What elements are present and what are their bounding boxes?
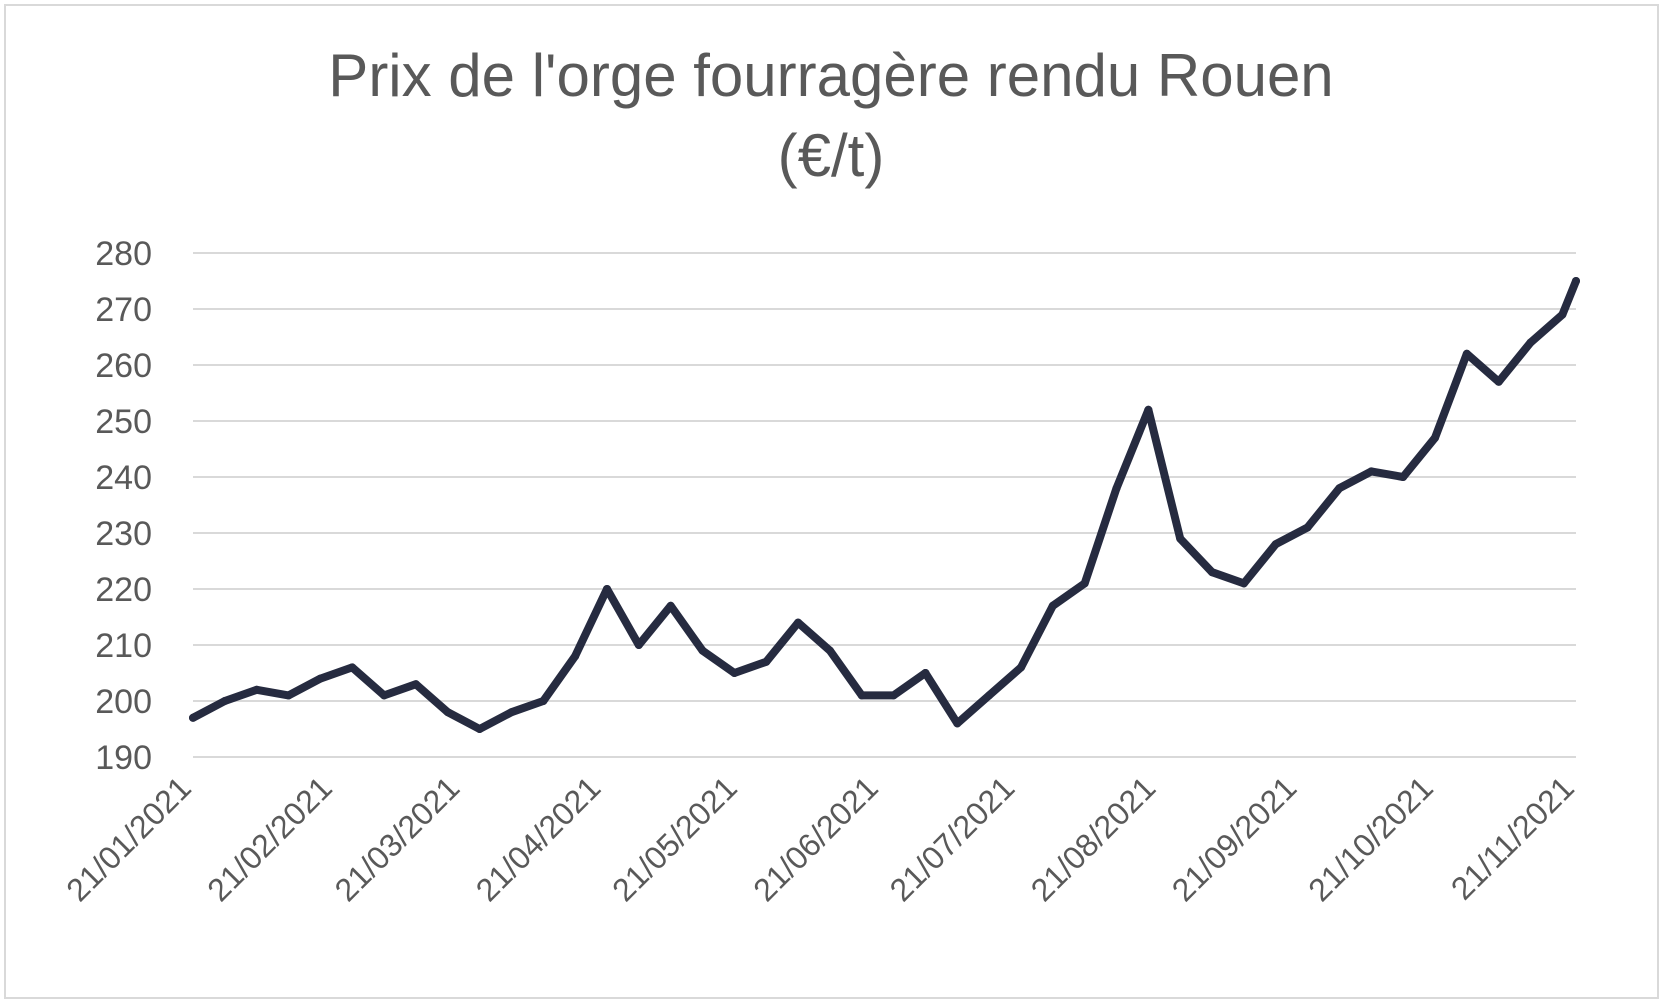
data-point [348, 663, 357, 672]
data-point [1430, 433, 1439, 442]
data-point [825, 646, 834, 655]
y-tick-label: 280 [95, 235, 152, 273]
data-point [1526, 338, 1535, 347]
chart-title-line-2: (€/t) [778, 122, 885, 189]
data-point [380, 691, 389, 700]
data-point [189, 713, 197, 722]
data-point [1271, 540, 1280, 549]
data-point [1144, 405, 1153, 414]
y-tick-label: 200 [95, 683, 152, 721]
data-point [857, 691, 866, 700]
data-point [1367, 467, 1376, 476]
data-point [634, 641, 643, 649]
data-point [762, 657, 771, 666]
data-point [1016, 663, 1025, 672]
data-point [1572, 277, 1580, 285]
data-point [1335, 484, 1344, 493]
data-point [921, 669, 930, 677]
data-point [666, 601, 675, 610]
data-point [1239, 579, 1248, 588]
data-point [953, 719, 962, 728]
data-point [1494, 377, 1503, 386]
data-point [571, 652, 580, 661]
chart-title-line-1: Prix de l'orge fourragère rendu Rouen [328, 42, 1333, 109]
data-point [730, 669, 739, 677]
data-point [316, 674, 325, 683]
data-point [252, 685, 261, 694]
data-point [1462, 349, 1471, 358]
y-tick-label: 210 [95, 627, 152, 665]
data-point [1303, 523, 1312, 532]
data-point [443, 708, 452, 717]
data-point [284, 691, 293, 700]
data-point [1399, 473, 1408, 481]
data-point [475, 725, 484, 733]
data-point [220, 697, 229, 705]
y-tick-label: 220 [95, 571, 152, 609]
data-point [794, 618, 803, 627]
data-point [539, 697, 548, 705]
data-point [1048, 601, 1057, 610]
data-point [985, 691, 994, 700]
data-point [1080, 579, 1089, 588]
data-point [1558, 310, 1567, 319]
data-point [507, 708, 516, 717]
y-tick-label: 190 [95, 739, 152, 777]
y-tick-label: 260 [95, 347, 152, 385]
y-tick-label: 250 [95, 403, 152, 441]
y-tick-label: 240 [95, 459, 152, 497]
series-group [189, 277, 1580, 733]
data-point [411, 680, 420, 689]
grid-lines [193, 252, 1576, 758]
data-point [1208, 568, 1217, 577]
data-point [889, 691, 898, 700]
y-axis-ticks: 190 200 210 220 230 240 250 260 270 280 [95, 235, 152, 777]
y-tick-label: 230 [95, 515, 152, 553]
chart-border [4, 4, 1659, 999]
data-point [1112, 484, 1121, 493]
data-point [602, 585, 611, 593]
data-point [698, 646, 707, 655]
y-tick-label: 270 [95, 291, 152, 329]
data-point [1176, 534, 1185, 543]
